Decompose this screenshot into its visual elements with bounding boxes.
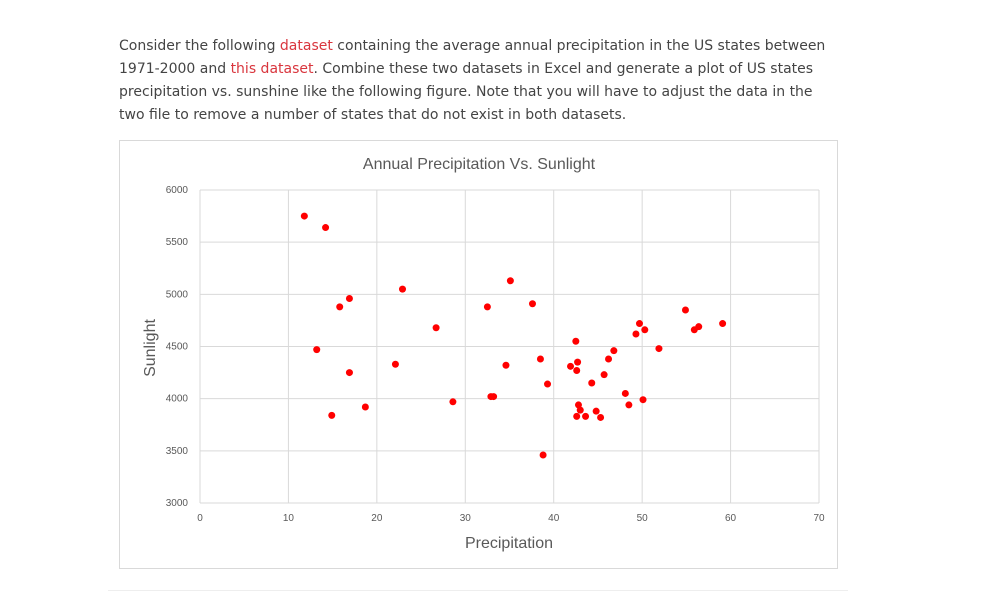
dataset-link[interactable]: dataset: [279, 38, 333, 54]
y-tick-label: 3500: [166, 446, 189, 457]
data-point: [597, 413, 605, 421]
x-tick-label: 0: [197, 513, 203, 524]
data-point: [572, 337, 580, 345]
data-point: [681, 306, 689, 314]
data-point: [536, 355, 544, 363]
data-point: [625, 401, 633, 409]
data-point: [539, 451, 547, 459]
chart-container: Annual Precipitation Vs. Sunlight Sunlig…: [119, 140, 838, 569]
y-axis-label: Sunlight: [142, 319, 159, 377]
intro-text-2: containing the average annual precipitat…: [119, 38, 826, 77]
data-point: [621, 389, 629, 397]
data-point: [502, 361, 510, 369]
y-tick-label: 5500: [166, 237, 189, 248]
data-point: [300, 212, 308, 220]
data-point: [506, 277, 514, 285]
data-point: [573, 366, 581, 374]
x-tick-label: 50: [637, 513, 649, 524]
data-point: [635, 320, 643, 328]
data-point: [345, 369, 353, 377]
data-point: [336, 303, 344, 311]
chart-title: Annual Precipitation Vs. Sunlight: [363, 156, 596, 173]
data-point: [490, 393, 498, 401]
data-point: [610, 347, 618, 355]
y-tick-label: 4500: [166, 342, 189, 353]
data-point: [399, 285, 407, 293]
intro-paragraph: Consider the following dataset containin…: [119, 35, 839, 127]
data-point: [544, 380, 552, 388]
data-point: [322, 224, 330, 232]
data-point: [567, 362, 575, 370]
tick-labels: 0 10 20 30 40 50 60 70 3000 3500 4000 4500 5000 5500 6…: [166, 185, 825, 524]
y-tick-label: 3000: [166, 498, 189, 509]
x-tick-label: 60: [725, 513, 737, 524]
scatter-chart: Annual Precipitation Vs. Sunlight Sunlig…: [142, 156, 825, 552]
this-dataset-link[interactable]: this dataset: [230, 61, 314, 77]
y-tick-label: 6000: [166, 185, 189, 196]
x-tick-label: 30: [460, 513, 472, 524]
data-point: [695, 323, 703, 331]
data-point: [576, 406, 584, 414]
x-tick-label: 20: [371, 513, 383, 524]
data-point: [582, 412, 590, 420]
y-tick-label: 5000: [166, 289, 189, 300]
x-axis-label: Precipitation: [465, 535, 553, 552]
grid-lines: [199, 189, 820, 504]
data-point: [449, 398, 457, 406]
data-point: [605, 355, 613, 363]
data-point: [655, 345, 663, 353]
intro-text-1: Consider the following: [119, 38, 280, 54]
data-point: [483, 303, 491, 311]
data-point: [361, 403, 369, 411]
x-tick-label: 10: [283, 513, 295, 524]
data-point: [432, 324, 440, 332]
data-point: [345, 295, 353, 303]
y-tick-label: 4000: [166, 394, 189, 405]
data-point: [641, 326, 649, 334]
data-point: [313, 346, 321, 354]
data-point: [632, 330, 640, 338]
page-divider: [108, 590, 848, 591]
data-point: [528, 300, 536, 308]
data-point: [574, 358, 582, 366]
data-point: [719, 320, 727, 328]
x-tick-label: 70: [813, 513, 825, 524]
data-point: [391, 360, 399, 368]
data-point: [328, 411, 336, 419]
data-point: [573, 412, 581, 420]
data-point: [600, 371, 608, 379]
data-points: [300, 212, 727, 459]
data-point: [639, 396, 647, 404]
x-tick-label: 40: [548, 513, 560, 524]
data-point: [592, 407, 600, 415]
data-point: [588, 379, 596, 387]
intro-text-3: . Combine these two datasets in Excel an…: [119, 61, 814, 123]
